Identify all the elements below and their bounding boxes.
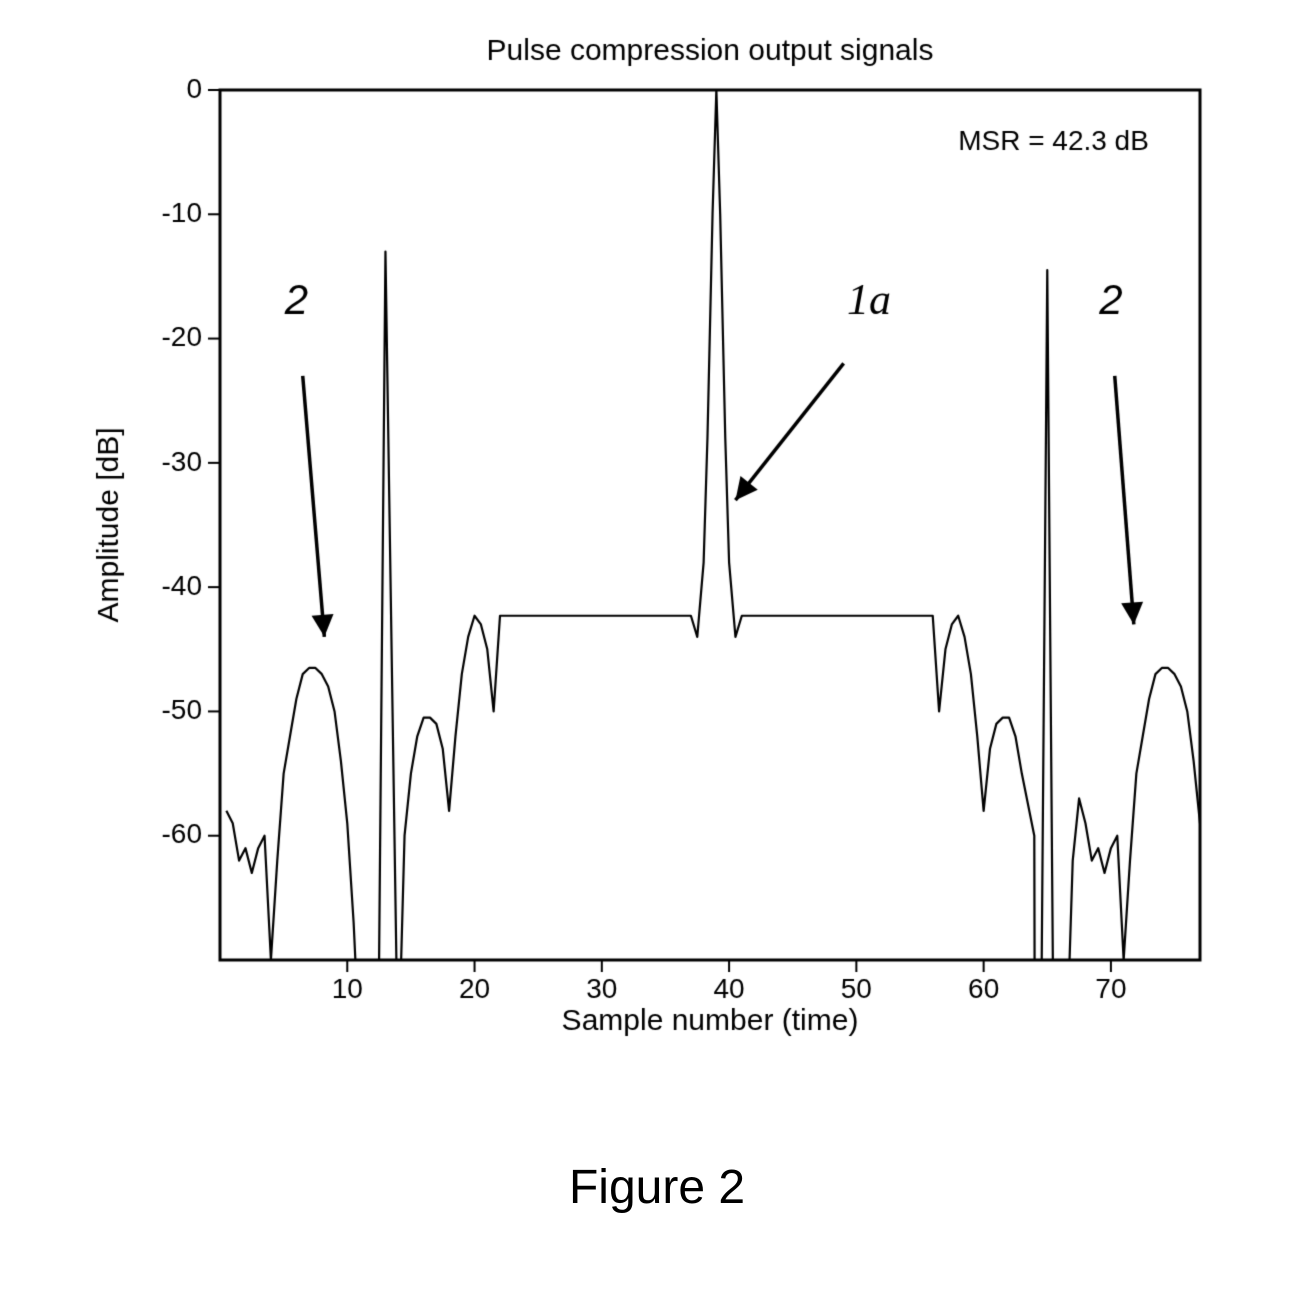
page: Figure 2 — [0, 0, 1314, 1303]
figure-caption: Figure 2 — [0, 1160, 1314, 1215]
pulse-compression-chart — [0, 0, 1314, 1303]
